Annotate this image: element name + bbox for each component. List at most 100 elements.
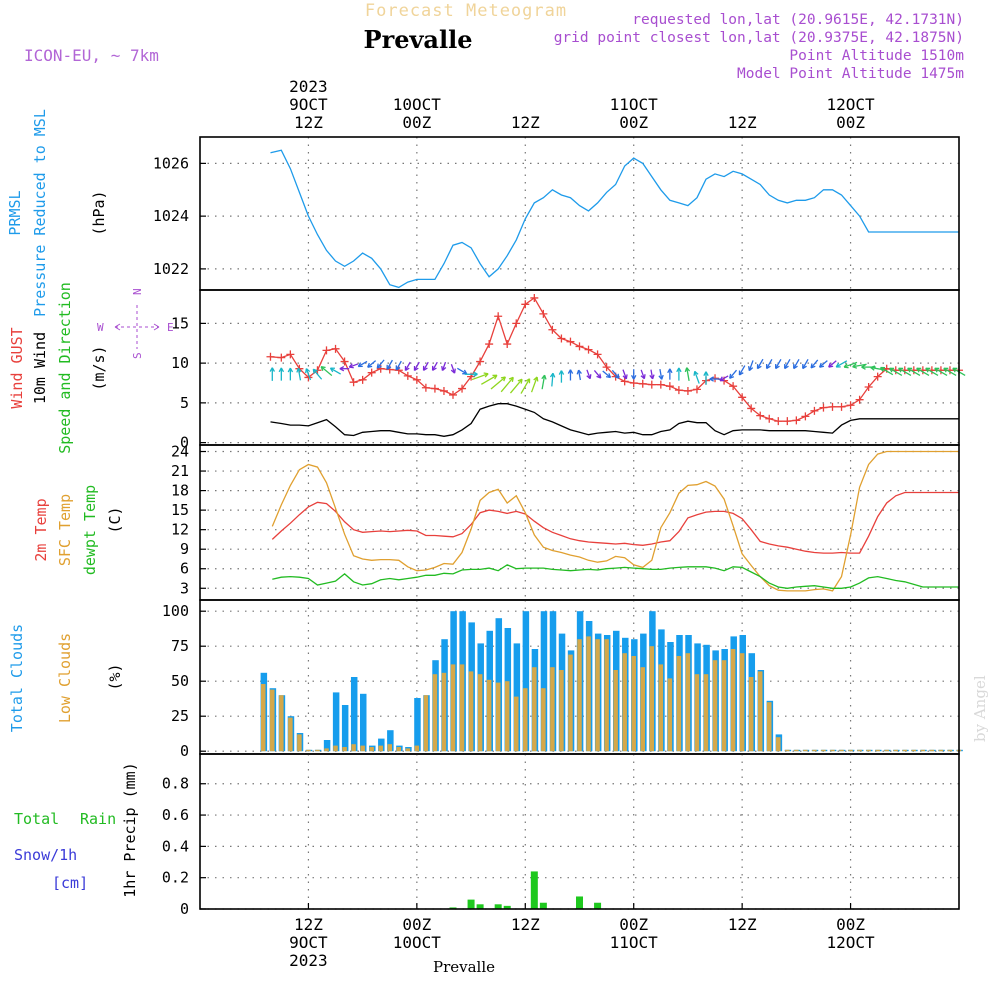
compass-east: E (167, 321, 174, 334)
gust-marker (585, 346, 593, 354)
temperature-series-label: SFC Temp (56, 494, 74, 566)
gust-marker (648, 381, 656, 389)
temperature-series-label: dewpt Temp (81, 485, 99, 575)
gust-marker (838, 403, 846, 411)
gust-marker (350, 378, 358, 386)
low-clouds-bar (939, 750, 944, 751)
temperature-ytick-label: 21 (171, 462, 189, 480)
bottom-time-label: 2023 (289, 951, 328, 970)
temperature-series-label: 2m Temp (32, 498, 50, 561)
low-clouds-bar (894, 750, 899, 751)
wind-arrow (785, 359, 790, 368)
precip-ytick-label: 0.6 (162, 806, 189, 824)
wind-ytick-label: 10 (171, 354, 189, 372)
grid-point-coords: grid point closest lon,lat (20.9375E, 42… (554, 30, 964, 46)
gust-marker (431, 385, 439, 393)
gust-marker (440, 387, 448, 395)
low-clouds-bar (586, 636, 591, 751)
total-rain-bar (468, 900, 475, 909)
wind-arrow (730, 370, 737, 378)
gust-marker (512, 319, 520, 327)
top-time-label: 12OCT (826, 95, 875, 114)
wind-arrow (632, 369, 636, 379)
wind-arrow (451, 364, 455, 373)
footer-location: Prevalle (433, 958, 495, 976)
gust-marker (657, 381, 665, 389)
wind-arrow (414, 362, 419, 370)
low-clouds-bar (740, 653, 745, 751)
low-clouds-bar (270, 690, 275, 752)
low-clouds-bar (695, 674, 700, 751)
low-clouds-bar (378, 746, 383, 752)
low-clouds-bar (415, 746, 420, 752)
low-clouds-bar (559, 670, 564, 751)
low-clouds-bar (577, 639, 582, 751)
gust-marker (594, 350, 602, 358)
low-clouds-bar (487, 680, 492, 751)
low-clouds-bar (433, 674, 438, 751)
point-altitude: Point Altitude 1510m (789, 48, 964, 64)
wind-arrow (349, 364, 358, 368)
low-clouds-bar (749, 677, 754, 751)
wind-arrow (811, 360, 818, 368)
bottom-time-label: 12OCT (826, 933, 875, 952)
low-clouds-bar (541, 688, 546, 751)
gust-marker (829, 403, 837, 411)
wind-arrow (358, 361, 367, 366)
top-time-label: 9OCT (289, 95, 328, 114)
low-clouds-bar (451, 664, 456, 751)
low-clouds-bar (731, 649, 736, 751)
wind-arrow (829, 361, 837, 367)
low-clouds-bar (803, 750, 808, 751)
low-clouds-bar (866, 750, 871, 751)
total-rain-bar (531, 871, 538, 909)
wind-arrow (532, 377, 538, 392)
wind-arrow (749, 360, 753, 370)
2m-temp-line (272, 493, 959, 554)
gust-marker (449, 391, 457, 399)
temperature-ytick-label: 24 (171, 443, 189, 461)
low-clouds-bar (921, 750, 926, 751)
low-clouds-bar (306, 750, 311, 751)
wind-arrow (677, 368, 681, 381)
wind-arrow (587, 370, 591, 379)
top-time-label: 2023 (289, 77, 328, 96)
precip-series-label: Rain (80, 810, 116, 828)
total-clouds-bar (360, 694, 367, 751)
gust-marker (621, 377, 629, 385)
precip-series-label: Snow/1h (14, 846, 77, 864)
wind-arrow (321, 367, 332, 376)
low-clouds-bar (821, 750, 826, 751)
wind-arrow (297, 368, 301, 380)
gust-marker (810, 407, 818, 415)
bottom-time-label: 00Z (619, 915, 648, 934)
low-clouds-bar (424, 695, 429, 751)
total-clouds-bar (342, 705, 349, 751)
wind-arrow (758, 359, 763, 368)
low-clouds-bar (722, 660, 727, 751)
total-rain-bar (540, 903, 547, 909)
wind-arrow (659, 369, 663, 379)
clouds-unit-label: (%) (106, 663, 124, 690)
bottom-time-label: 10OCT (393, 933, 442, 952)
gust-marker (566, 338, 574, 346)
wind-series-label: Speed and Direction (56, 282, 74, 454)
low-clouds-bar (857, 750, 862, 751)
gust-marker (332, 345, 340, 353)
temperature-ytick-label: 3 (180, 579, 189, 597)
low-clouds-bar (351, 744, 356, 751)
bottom-time-label: 11OCT (610, 933, 659, 952)
wind-arrow (368, 361, 376, 368)
precip-ytick-label: 0.8 (162, 775, 189, 793)
wind-ytick-label: 5 (180, 394, 189, 412)
chart-title: Forecast Meteogram (365, 1, 567, 21)
wind-arrow (720, 376, 728, 381)
gust-marker (666, 382, 674, 390)
wind-arrow (776, 359, 781, 368)
bottom-time-label: 00Z (402, 915, 431, 934)
low-clouds-bar (631, 656, 636, 751)
wind-series-label: 10m Wind (31, 332, 49, 404)
wind-arrow (603, 371, 611, 378)
